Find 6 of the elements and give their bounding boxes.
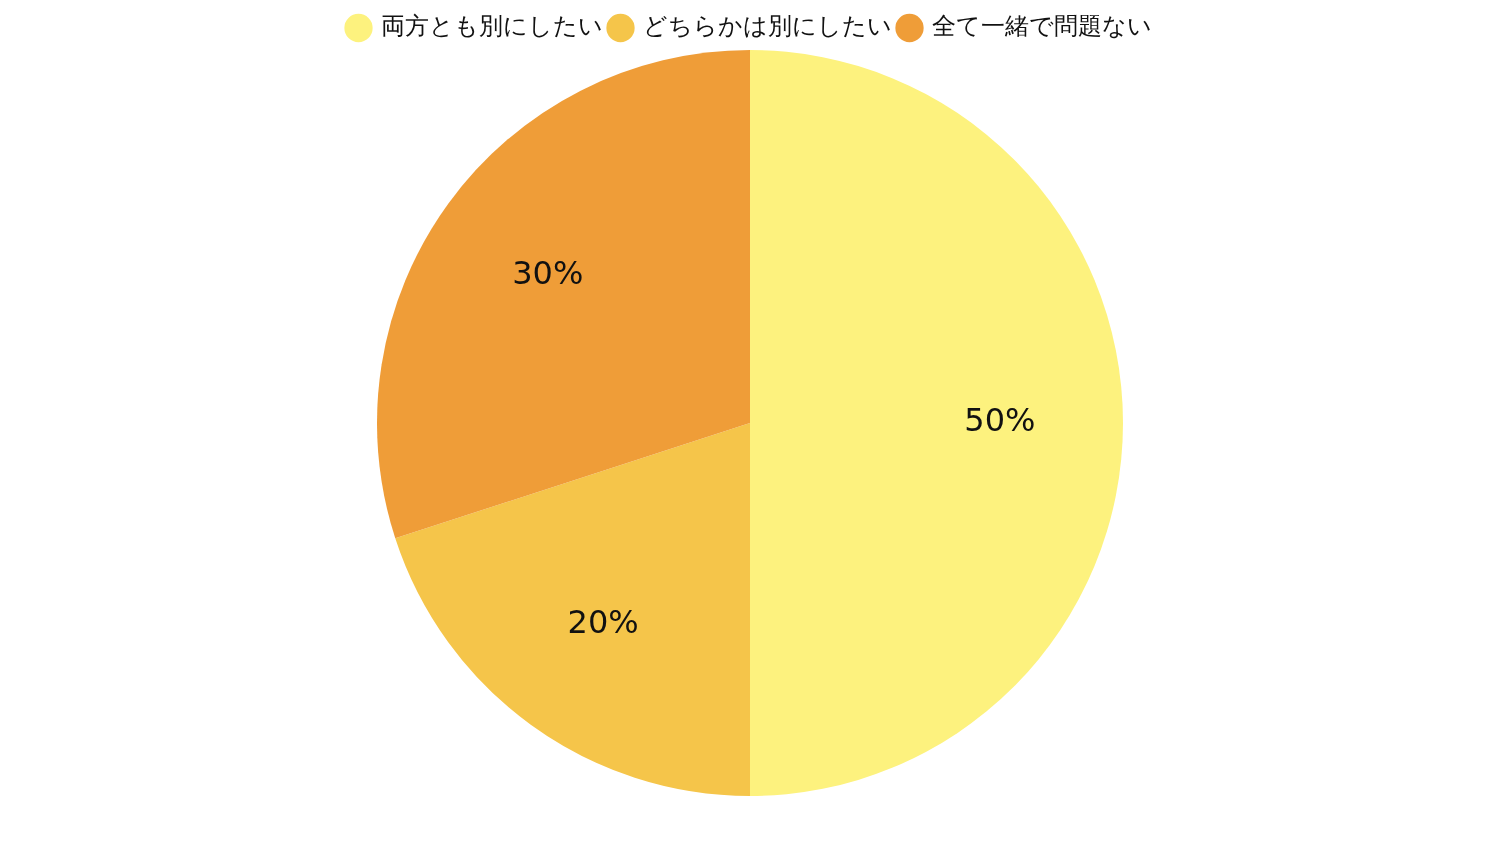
legend-label: 全て一緒で問題ない: [931, 12, 1152, 41]
legend-label: 両方とも別にしたい: [380, 12, 603, 41]
legend-label: どちらかは別にしたい: [642, 12, 892, 41]
data-label: 30%: [512, 254, 584, 293]
data-label: 50%: [964, 401, 1036, 440]
data-label: 20%: [567, 603, 639, 642]
